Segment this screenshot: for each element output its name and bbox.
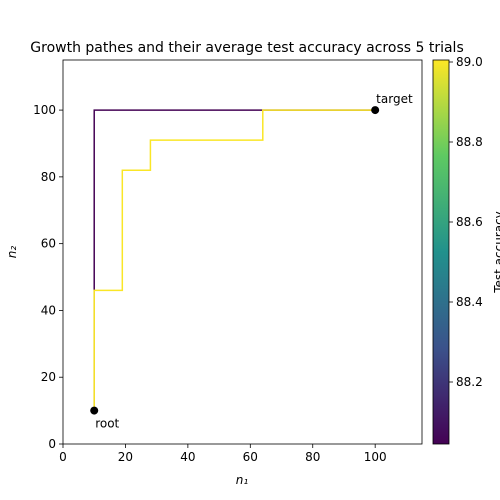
growth-path xyxy=(93,109,376,411)
colorbar xyxy=(433,60,449,444)
y-tick-label: 60 xyxy=(41,237,56,251)
y-axis-label: n₂ xyxy=(5,246,19,259)
colorbar-tick-label: 88.8 xyxy=(456,135,483,149)
plot-frame xyxy=(62,59,423,445)
point-label: root xyxy=(95,417,119,431)
y-tick-label: 20 xyxy=(41,370,56,384)
x-axis-label: n₁ xyxy=(236,473,249,487)
colorbar-frame xyxy=(432,59,450,445)
y-tick-label: 0 xyxy=(48,437,56,451)
x-tick-label: 40 xyxy=(180,450,195,464)
chart-title: Growth pathes and their average test acc… xyxy=(30,40,463,56)
point xyxy=(90,406,99,415)
x-tick-label: 60 xyxy=(243,450,258,464)
colorbar-tick-label: 89.0 xyxy=(456,55,483,69)
colorbar-label: Test accuracy xyxy=(492,211,500,294)
point xyxy=(371,106,380,115)
x-tick-label: 100 xyxy=(364,450,387,464)
plot-area xyxy=(93,109,376,411)
growth-path xyxy=(93,109,376,411)
colorbar-tick-label: 88.2 xyxy=(456,375,483,389)
y-tick-label: 40 xyxy=(41,303,56,317)
x-tick-label: 0 xyxy=(59,450,67,464)
y-tick-label: 100 xyxy=(33,103,56,117)
y-tick-label: 80 xyxy=(41,170,56,184)
x-tick-label: 20 xyxy=(118,450,133,464)
colorbar-tick-label: 88.6 xyxy=(456,215,483,229)
colorbar-tick-label: 88.4 xyxy=(456,295,483,309)
point-label: target xyxy=(376,92,413,106)
x-tick-label: 80 xyxy=(305,450,320,464)
